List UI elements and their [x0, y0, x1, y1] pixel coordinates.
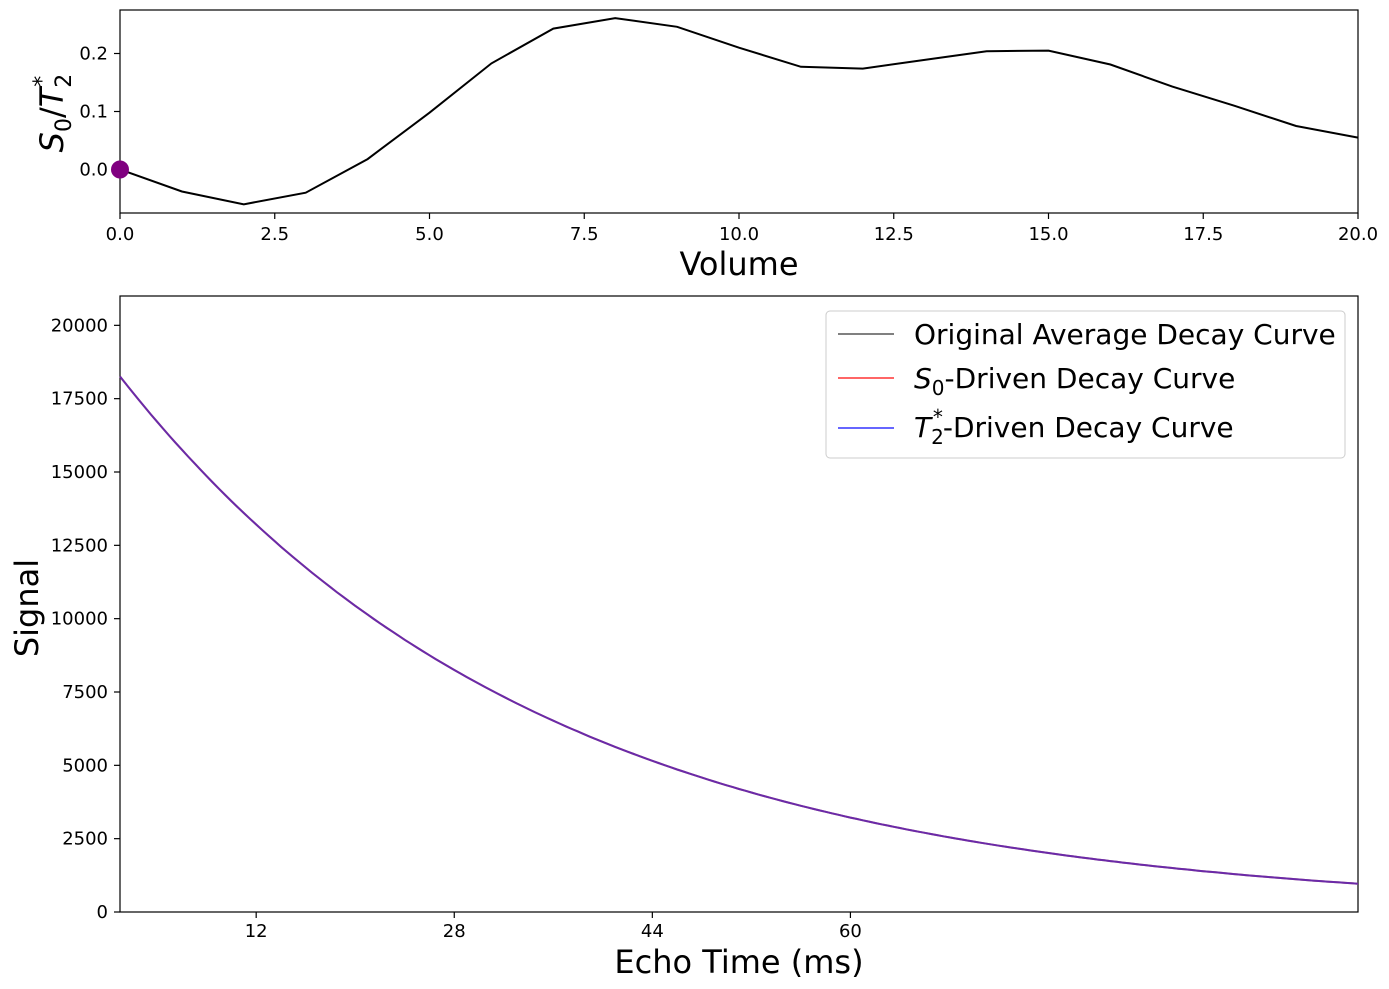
decay-y-tick-label: 7500	[62, 682, 108, 703]
volume-x-tick-label: 17.5	[1183, 224, 1223, 245]
decay-y-tick-label: 15000	[51, 462, 108, 483]
decay-y-tick-label: 20000	[51, 315, 108, 336]
decay-x-tick-label: 44	[641, 921, 664, 942]
decay-x-tick-label: 28	[443, 921, 466, 942]
legend: Original Average Decay Curve S0-Driven D…	[825, 310, 1346, 459]
volume-x-axis-label: Volume	[679, 245, 798, 283]
decay-curves	[119, 375, 1359, 885]
decay-y-tick-label: 5000	[62, 755, 108, 776]
volume-y-axis-label: S0/T2*	[30, 74, 77, 153]
current-volume-marker[interactable]	[111, 160, 129, 179]
volume-x-tick-label: 15.0	[1028, 224, 1068, 245]
decay-y-tick-label: 12500	[51, 535, 108, 556]
volume-x-tick-label: 12.5	[874, 224, 914, 245]
t2star-driven-decay-curve	[119, 375, 1359, 885]
volume-x-tick-label: 20.0	[1338, 224, 1378, 245]
decay-y-tick-label: 2500	[62, 829, 108, 850]
legend-label-s0: S0-Driven Decay Curve	[914, 362, 1235, 400]
decay-y-axis-label: Signal	[8, 559, 46, 657]
decay-plot-frame	[119, 295, 1359, 913]
volume-y-tick-label: 0.1	[79, 102, 108, 123]
volume-panel: 0.0 2.5 5.0 7.5 10.0 12.5 15.0 17.5 20.0 0.0 0.1 0.…	[30, 9, 1378, 283]
decay-axis-ticks: 12 28 44 60 0 2500 5000 7500 10000 12500 15000 1750…	[51, 315, 862, 942]
decay-y-tick-label: 17500	[51, 389, 108, 410]
decay-y-tick-label: 10000	[51, 609, 108, 630]
decay-x-tick-label: 60	[839, 921, 862, 942]
legend-label-original: Original Average Decay Curve	[914, 318, 1336, 351]
volume-x-tick-label: 7.5	[570, 224, 599, 245]
volume-plot-frame	[119, 9, 1359, 214]
volume-x-tick-label: 5.0	[415, 224, 444, 245]
volume-y-tick-label: 0.2	[79, 44, 108, 65]
volume-ratio-line	[119, 17, 1359, 206]
volume-y-tick-label: 0.0	[79, 160, 108, 181]
volume-x-tick-label: 2.5	[260, 224, 289, 245]
volume-x-tick-label: 0.0	[106, 224, 135, 245]
decay-x-axis-label: Echo Time (ms)	[614, 943, 863, 981]
legend-box	[825, 310, 1346, 459]
decay-panel: 12 28 44 60 0 2500 5000 7500 10000 12500 15000 1750…	[8, 295, 1359, 981]
legend-label-t2star: T2*-Driven Decay Curve	[914, 405, 1234, 449]
decay-x-tick-label: 12	[245, 921, 268, 942]
decay-y-tick-label: 0	[97, 902, 108, 923]
volume-x-tick-label: 10.0	[719, 224, 759, 245]
volume-axis-ticks: 0.0 2.5 5.0 7.5 10.0 12.5 15.0 17.5 20.0 0.0 0.1 0.…	[79, 44, 1378, 246]
